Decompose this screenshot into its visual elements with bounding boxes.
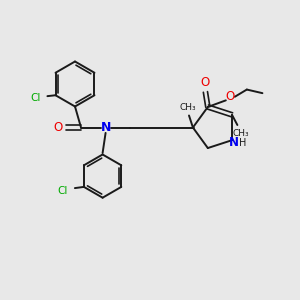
Text: Cl: Cl — [57, 186, 68, 196]
Text: H: H — [239, 138, 246, 148]
Text: O: O — [226, 90, 235, 103]
Text: CH₃: CH₃ — [179, 103, 196, 112]
Text: N: N — [230, 136, 239, 149]
Text: O: O — [201, 76, 210, 89]
Text: O: O — [53, 121, 62, 134]
Text: Cl: Cl — [30, 93, 40, 103]
Text: CH₃: CH₃ — [232, 129, 249, 138]
Text: N: N — [100, 121, 111, 134]
